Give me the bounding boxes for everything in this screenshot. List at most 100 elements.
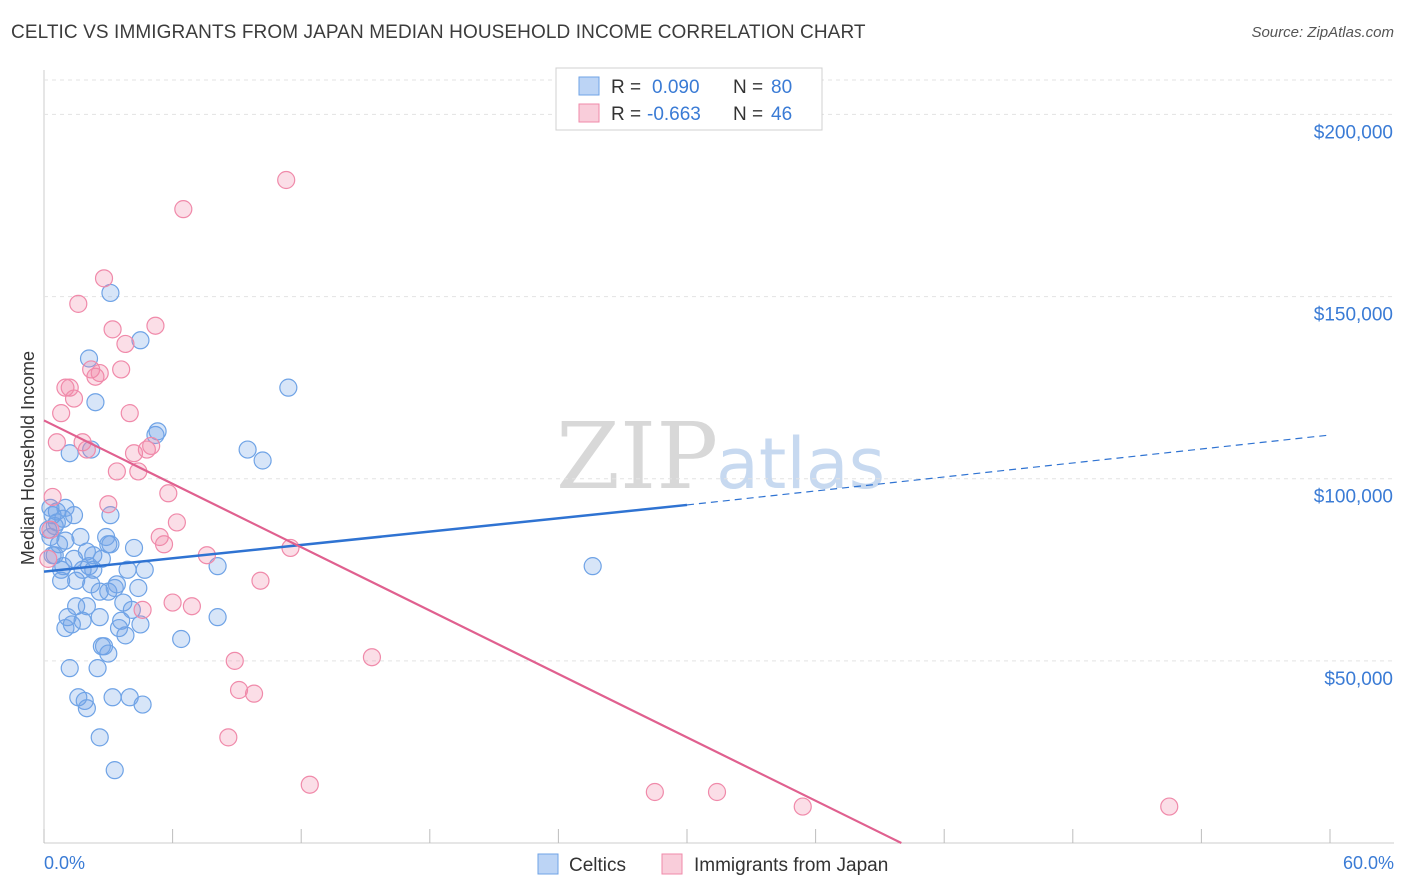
celtics-point xyxy=(135,560,154,579)
x-tick-label-max: 60.0% xyxy=(1343,853,1394,873)
y-tick-label: $200,000 xyxy=(1314,122,1393,143)
celtics-trend-line xyxy=(43,503,688,573)
celtics-point xyxy=(112,611,131,630)
japan-point xyxy=(154,535,174,554)
celtics-point xyxy=(73,611,92,630)
legend-swatch-japan xyxy=(578,103,600,123)
celtics-point xyxy=(109,618,129,638)
japan-point xyxy=(300,775,319,794)
bottom-legend-celtics: Celtics xyxy=(569,855,626,876)
japan-point xyxy=(219,728,238,747)
celtics-point xyxy=(208,557,227,576)
celtics-point xyxy=(54,557,73,576)
legend-box xyxy=(555,67,823,131)
celtics-point xyxy=(90,608,109,627)
celtics-point xyxy=(77,597,96,616)
japan-point xyxy=(707,782,727,802)
japan-point xyxy=(99,495,118,514)
japan-point xyxy=(103,320,122,339)
japan-point xyxy=(90,363,109,383)
bottom-legend-swatch-japan xyxy=(661,853,683,875)
celtics-point xyxy=(583,557,602,576)
legend-r-value: -0.663 xyxy=(647,104,701,125)
japan-point xyxy=(645,782,664,802)
celtics-point xyxy=(131,331,150,350)
japan-point xyxy=(120,404,139,423)
legend-n-label: N = xyxy=(733,77,763,98)
celtics-point xyxy=(172,629,191,649)
japan-point xyxy=(146,316,165,335)
japan-point xyxy=(64,389,84,408)
celtics-point xyxy=(77,542,96,561)
celtics-point xyxy=(208,608,227,627)
legend-r-value: 0.090 xyxy=(652,77,700,98)
celtics-point xyxy=(279,378,298,397)
celtics-point xyxy=(64,506,84,525)
legend-n-value: 46 xyxy=(771,104,792,125)
y-tick-label: $100,000 xyxy=(1314,487,1393,508)
celtics-point xyxy=(124,538,144,558)
celtics-point xyxy=(86,393,105,412)
celtics-point xyxy=(60,444,79,463)
celtics-point xyxy=(88,659,107,678)
japan-point xyxy=(793,797,812,816)
y-axis-label: Median Household Income xyxy=(18,351,38,565)
x-tick-label-min: 0.0% xyxy=(44,853,85,873)
bottom-legend-japan: Immigrants from Japan xyxy=(694,855,888,876)
celtics-point xyxy=(116,626,135,645)
japan-point xyxy=(251,571,270,590)
legend-r-label: R = xyxy=(611,77,641,98)
japan-point xyxy=(225,651,244,670)
series-legend: Celtics Immigrants from Japan xyxy=(537,853,888,876)
celtics-point xyxy=(253,451,272,470)
japan-point xyxy=(129,462,148,481)
celtics-point xyxy=(101,535,120,554)
celtics-point xyxy=(105,578,124,598)
gridlines xyxy=(44,79,1394,662)
celtics-point xyxy=(99,644,118,663)
celtics-point xyxy=(92,549,111,568)
japan-point xyxy=(43,487,62,507)
trend-lines xyxy=(43,419,1331,844)
bottom-legend-swatch-celtics xyxy=(537,853,559,875)
celtics-point xyxy=(77,699,96,718)
japan-point xyxy=(47,433,66,452)
watermark-zip: ZIP xyxy=(556,403,718,510)
celtics-point xyxy=(122,600,141,619)
japan-point xyxy=(277,170,296,190)
y-axis-tick-labels: $50,000 $100,000 $150,000 $200,000 xyxy=(1314,122,1393,689)
chart-title: CELTIC VS IMMIGRANTS FROM JAPAN MEDIAN H… xyxy=(11,22,866,43)
celtics-point xyxy=(131,615,150,634)
japan-point xyxy=(107,462,126,481)
celtics-point xyxy=(105,761,124,780)
japan-trend-line xyxy=(43,419,902,844)
japan-point xyxy=(133,600,152,619)
celtics-point xyxy=(60,659,79,678)
japan-point xyxy=(159,484,178,503)
japan-point xyxy=(229,680,249,700)
japan-point xyxy=(163,593,182,612)
y-tick-label: $150,000 xyxy=(1314,305,1393,326)
celtics-point xyxy=(56,531,75,550)
japan-point xyxy=(116,334,135,354)
japan-point xyxy=(167,513,186,532)
celtics-point xyxy=(90,728,109,747)
celtics-point xyxy=(47,513,66,532)
celtics-point xyxy=(101,506,120,525)
japan-point xyxy=(182,597,201,616)
japan-point xyxy=(94,269,114,288)
japan-point xyxy=(362,648,382,667)
celtics-point xyxy=(79,349,99,368)
japan-point xyxy=(41,520,60,539)
celtics-point xyxy=(103,688,122,707)
japan-point xyxy=(39,549,58,568)
celtics-point xyxy=(133,695,152,714)
y-tick-label: $50,000 xyxy=(1324,669,1393,690)
celtics-point xyxy=(62,615,81,634)
japan-point xyxy=(112,360,131,379)
celtics-point xyxy=(75,691,94,711)
legend-n-label: N = xyxy=(733,104,763,125)
source-label: Source: ZipAtlas.com xyxy=(1251,24,1394,41)
japan-point xyxy=(60,378,79,397)
